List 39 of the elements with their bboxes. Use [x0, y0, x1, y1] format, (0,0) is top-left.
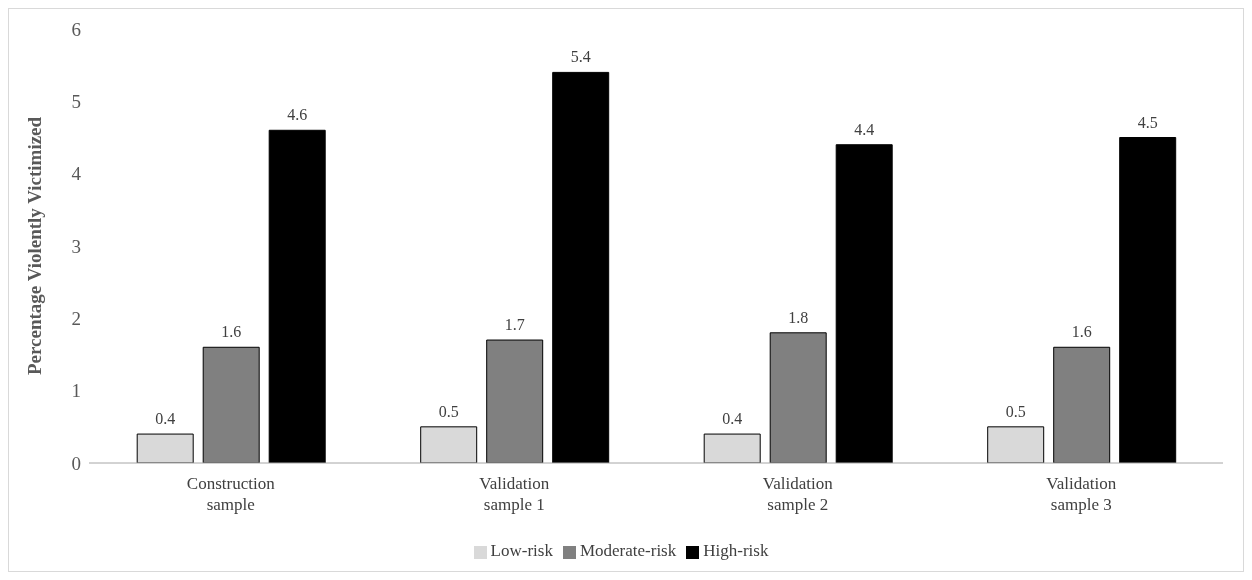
- x-tick-label: Validation sample 1: [479, 474, 550, 514]
- data-label: 1.6: [221, 323, 242, 341]
- bar: [1053, 346, 1111, 463]
- bar: [136, 433, 194, 463]
- legend-label: High-risk: [703, 541, 769, 560]
- data-label: 0.4: [722, 410, 743, 428]
- bar: [703, 433, 761, 463]
- bar: [202, 346, 260, 463]
- x-tick-label: Construction sample: [186, 474, 276, 514]
- legend-label: Low-risk: [490, 541, 553, 560]
- bar: [835, 144, 893, 463]
- x-tick-label: Validation sample 3: [1046, 474, 1117, 514]
- y-tick-label: 4: [71, 163, 82, 185]
- y-tick-label: 2: [71, 308, 81, 330]
- bar: [552, 71, 610, 463]
- data-label: 4.4: [854, 120, 875, 138]
- data-label: 1.8: [788, 308, 809, 326]
- y-tick-label: 5: [71, 91, 81, 113]
- data-label: 1.7: [504, 316, 525, 334]
- y-tick-label: 6: [71, 18, 81, 40]
- data-label: 4.5: [1137, 113, 1158, 131]
- bar: [268, 129, 326, 463]
- data-label: 0.5: [1005, 402, 1026, 420]
- bar: [769, 332, 827, 463]
- data-label: 4.6: [287, 106, 308, 124]
- bar: [486, 339, 544, 463]
- bar: [1119, 137, 1177, 463]
- data-label: 5.4: [570, 48, 591, 66]
- legend-label: Moderate-risk: [579, 541, 677, 560]
- data-label: 0.5: [438, 402, 459, 420]
- y-tick-label: 3: [71, 235, 81, 257]
- y-tick-label: 0: [71, 452, 81, 474]
- x-tick-label: Validation sample 2: [762, 474, 834, 514]
- data-label: 0.4: [155, 410, 176, 428]
- bar: [420, 426, 478, 463]
- y-tick-label: 1: [71, 380, 81, 402]
- data-label: 1.6: [1071, 323, 1092, 341]
- bar: [987, 426, 1045, 463]
- y-axis-title: Percentage Violently Victimized: [23, 116, 45, 376]
